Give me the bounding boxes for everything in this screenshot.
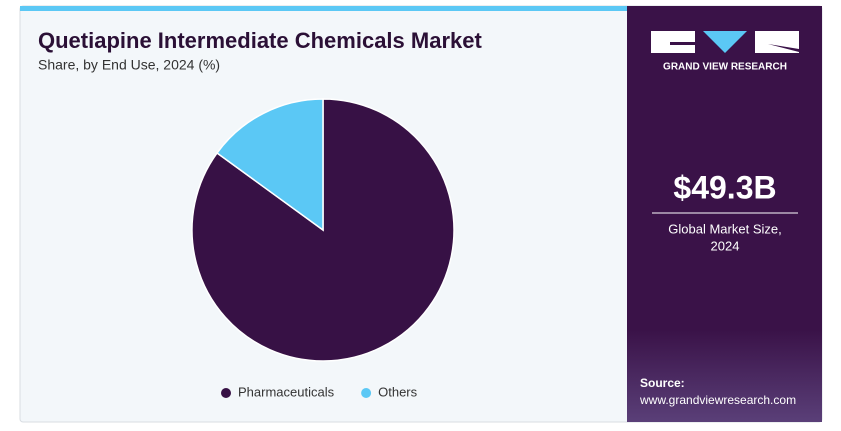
logo: [651, 31, 799, 53]
legend-label: Pharmaceuticals: [238, 384, 335, 399]
brand: GRAND VIEW RESEARCH: [663, 62, 787, 73]
legend-marker: [361, 388, 372, 398]
source-label: Source:: [640, 376, 685, 390]
panel-texture: [627, 330, 822, 422]
market-size: $49.3B: [673, 169, 776, 205]
source-url: www.grandviewresearch.com: [639, 393, 796, 407]
market-label: Global Market Size,: [668, 221, 781, 236]
market-label: 2024: [711, 238, 740, 253]
top-stripe: [20, 6, 627, 11]
legend-label: Others: [378, 384, 418, 399]
pie-slice: [215, 98, 324, 232]
chart-title: Quetiapine Intermediate Chemicals Market: [38, 28, 482, 53]
chart-subtitle: Share, by End Use, 2024 (%): [38, 57, 220, 73]
legend-marker: [221, 388, 231, 398]
